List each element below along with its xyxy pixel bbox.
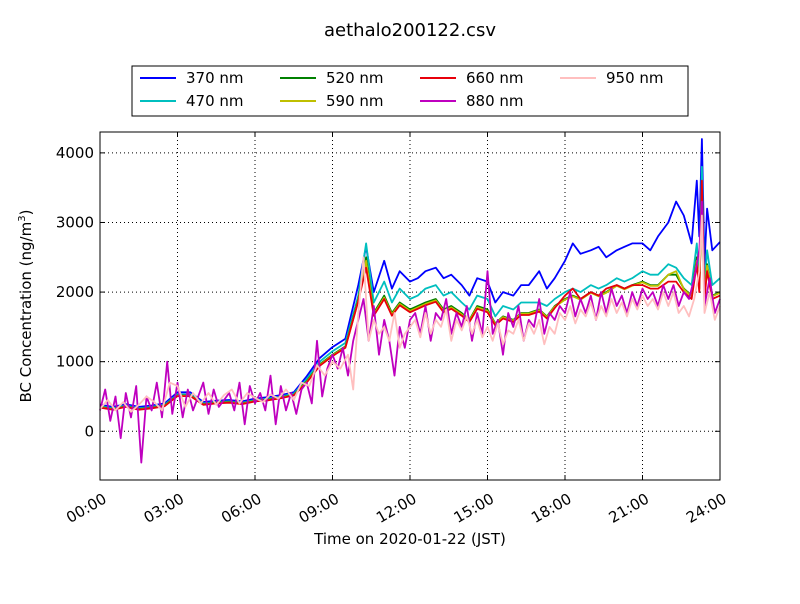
series-line-950-nm [99,214,721,413]
y-axis-label-tail: ) [17,210,35,216]
legend-label-370-nm: 370 nm [186,69,244,87]
plot-series [99,138,721,464]
y-axis-label-main: BC Concentration (ng/m [17,222,35,403]
y-tick-label: 0 [84,422,94,440]
legend-label-880-nm: 880 nm [466,92,524,110]
y-axis-label-superscript: 3 [17,215,28,221]
y-tick-label: 2000 [56,283,94,301]
legend: 370 nm 470 nm 520 nm 590 nm 660 nm 880 nm 950 … [131,65,689,117]
legend-label-520-nm: 520 nm [326,69,384,87]
legend-label-470-nm: 470 nm [186,92,244,110]
legend-label-590-nm: 590 nm [326,92,384,110]
y-axis-label: BC Concentration (ng/m3) [17,210,35,403]
gridlines [100,132,720,480]
series-line-880-nm [99,200,721,464]
legend-box [131,65,689,117]
y-tick-label: 1000 [56,353,94,371]
legend-label-950-nm: 950 nm [606,69,664,87]
x-axis-label: Time on 2020-01-22 (JST) [313,530,506,548]
chart-title: aethalo200122.csv [324,20,496,41]
legend-label-660-nm: 660 nm [466,69,524,87]
y-axis: 0 1000 2000 3000 4000 [56,144,720,440]
y-tick-label: 4000 [56,144,94,162]
y-tick-label: 3000 [56,213,94,231]
